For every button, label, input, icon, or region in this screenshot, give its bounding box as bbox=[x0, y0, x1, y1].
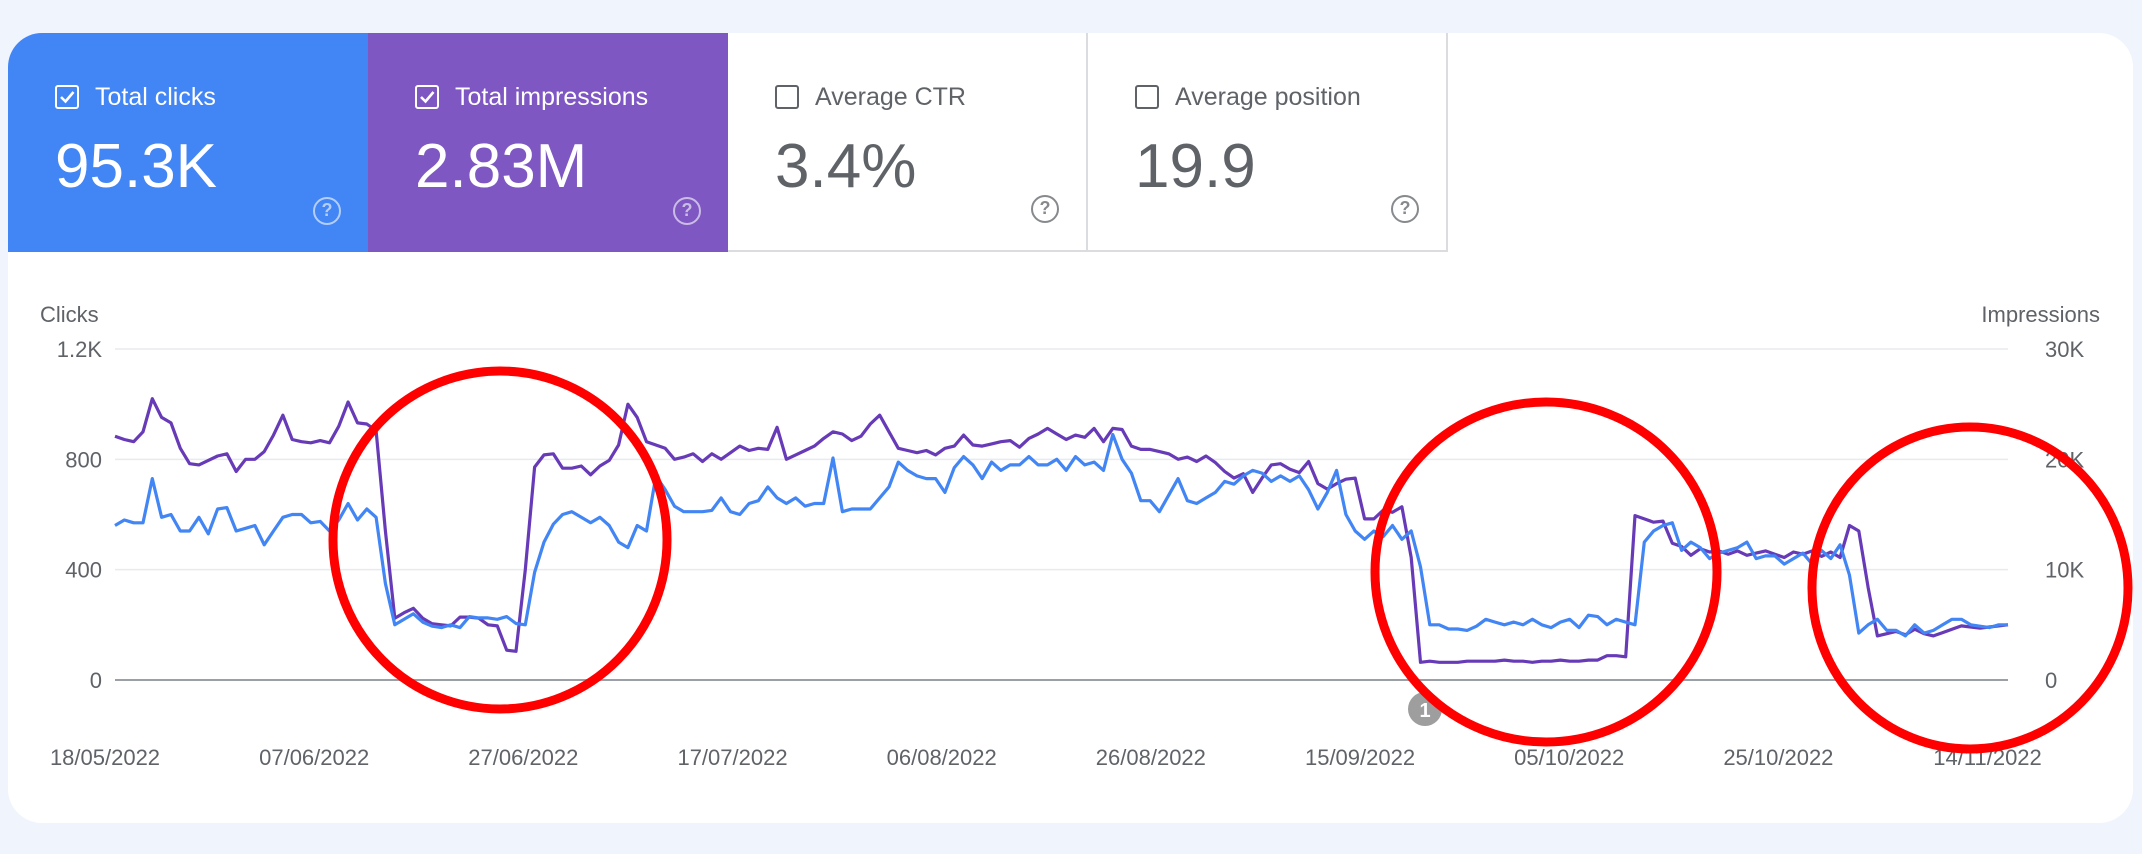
x-tick-label: 18/05/2022 bbox=[50, 745, 160, 770]
checkbox-unchecked-icon[interactable] bbox=[1135, 85, 1159, 109]
x-axis-ticks: 18/05/2022 07/06/2022 27/06/2022 17/07/2022… bbox=[50, 745, 2042, 770]
series-line bbox=[114, 397, 2009, 664]
y-left-ticks: 0 400 800 1.2K bbox=[57, 337, 103, 693]
annotation-marker-label: 1 bbox=[1419, 700, 1430, 722]
series-lines bbox=[114, 397, 2009, 664]
help-circle-icon[interactable]: ? bbox=[1391, 195, 1419, 223]
metric-value: 3.4% bbox=[775, 132, 917, 201]
metric-label: Total clicks bbox=[95, 83, 216, 111]
highlight-ring bbox=[1807, 422, 2133, 754]
checkbox-checked-icon[interactable] bbox=[415, 85, 439, 109]
metric-value: 95.3K bbox=[55, 132, 218, 201]
metric-label: Average CTR bbox=[815, 83, 966, 111]
x-tick-label: 26/08/2022 bbox=[1096, 745, 1206, 770]
y-right-tick-label: 10K bbox=[2045, 558, 2084, 583]
x-tick-label: 27/06/2022 bbox=[468, 745, 578, 770]
help-circle-icon[interactable]: ? bbox=[1031, 195, 1059, 223]
metric-label: Average position bbox=[1175, 83, 1361, 111]
help-circle-icon[interactable]: ? bbox=[673, 197, 701, 225]
grid-lines bbox=[115, 348, 2008, 681]
x-tick-label: 07/06/2022 bbox=[259, 745, 369, 770]
y-left-axis-title: Clicks bbox=[40, 302, 99, 327]
x-tick-label: 15/09/2022 bbox=[1305, 745, 1415, 770]
performance-card: Total clicks 95.3K ? Total impressions 2… bbox=[8, 33, 2133, 823]
checkbox-unchecked-icon[interactable] bbox=[775, 85, 799, 109]
highlight-ring bbox=[328, 366, 672, 714]
metric-value: 2.83M bbox=[415, 132, 588, 201]
metric-value: 19.9 bbox=[1135, 132, 1256, 201]
checkbox-checked-icon[interactable] bbox=[55, 85, 79, 109]
x-tick-label: 17/07/2022 bbox=[677, 745, 787, 770]
help-circle-icon[interactable]: ? bbox=[313, 197, 341, 225]
series-line bbox=[114, 432, 2008, 638]
metric-label: Total impressions bbox=[455, 83, 649, 111]
y-left-tick-label: 400 bbox=[65, 558, 102, 583]
metric-tile-average-position[interactable]: Average position 19.9 ? bbox=[1088, 33, 1448, 252]
y-left-tick-label: 1.2K bbox=[57, 337, 103, 362]
x-tick-label: 05/10/2022 bbox=[1514, 745, 1624, 770]
highlight-ring bbox=[1370, 397, 1722, 747]
x-tick-label: 25/10/2022 bbox=[1723, 745, 1833, 770]
y-right-axis-title: Impressions bbox=[1981, 302, 2100, 327]
metric-tiles: Total clicks 95.3K ? Total impressions 2… bbox=[8, 33, 1448, 252]
highlight-rings bbox=[328, 366, 2133, 754]
metric-tile-total-impressions[interactable]: Total impressions 2.83M ? bbox=[368, 33, 728, 252]
metric-tile-average-ctr[interactable]: Average CTR 3.4% ? bbox=[728, 33, 1088, 252]
metric-tile-total-clicks[interactable]: Total clicks 95.3K ? bbox=[8, 33, 368, 252]
y-right-tick-label: 30K bbox=[2045, 337, 2084, 362]
y-left-tick-label: 800 bbox=[65, 447, 102, 472]
x-tick-label: 06/08/2022 bbox=[887, 745, 997, 770]
y-left-tick-label: 0 bbox=[90, 668, 102, 693]
y-right-tick-label: 0 bbox=[2045, 668, 2057, 693]
